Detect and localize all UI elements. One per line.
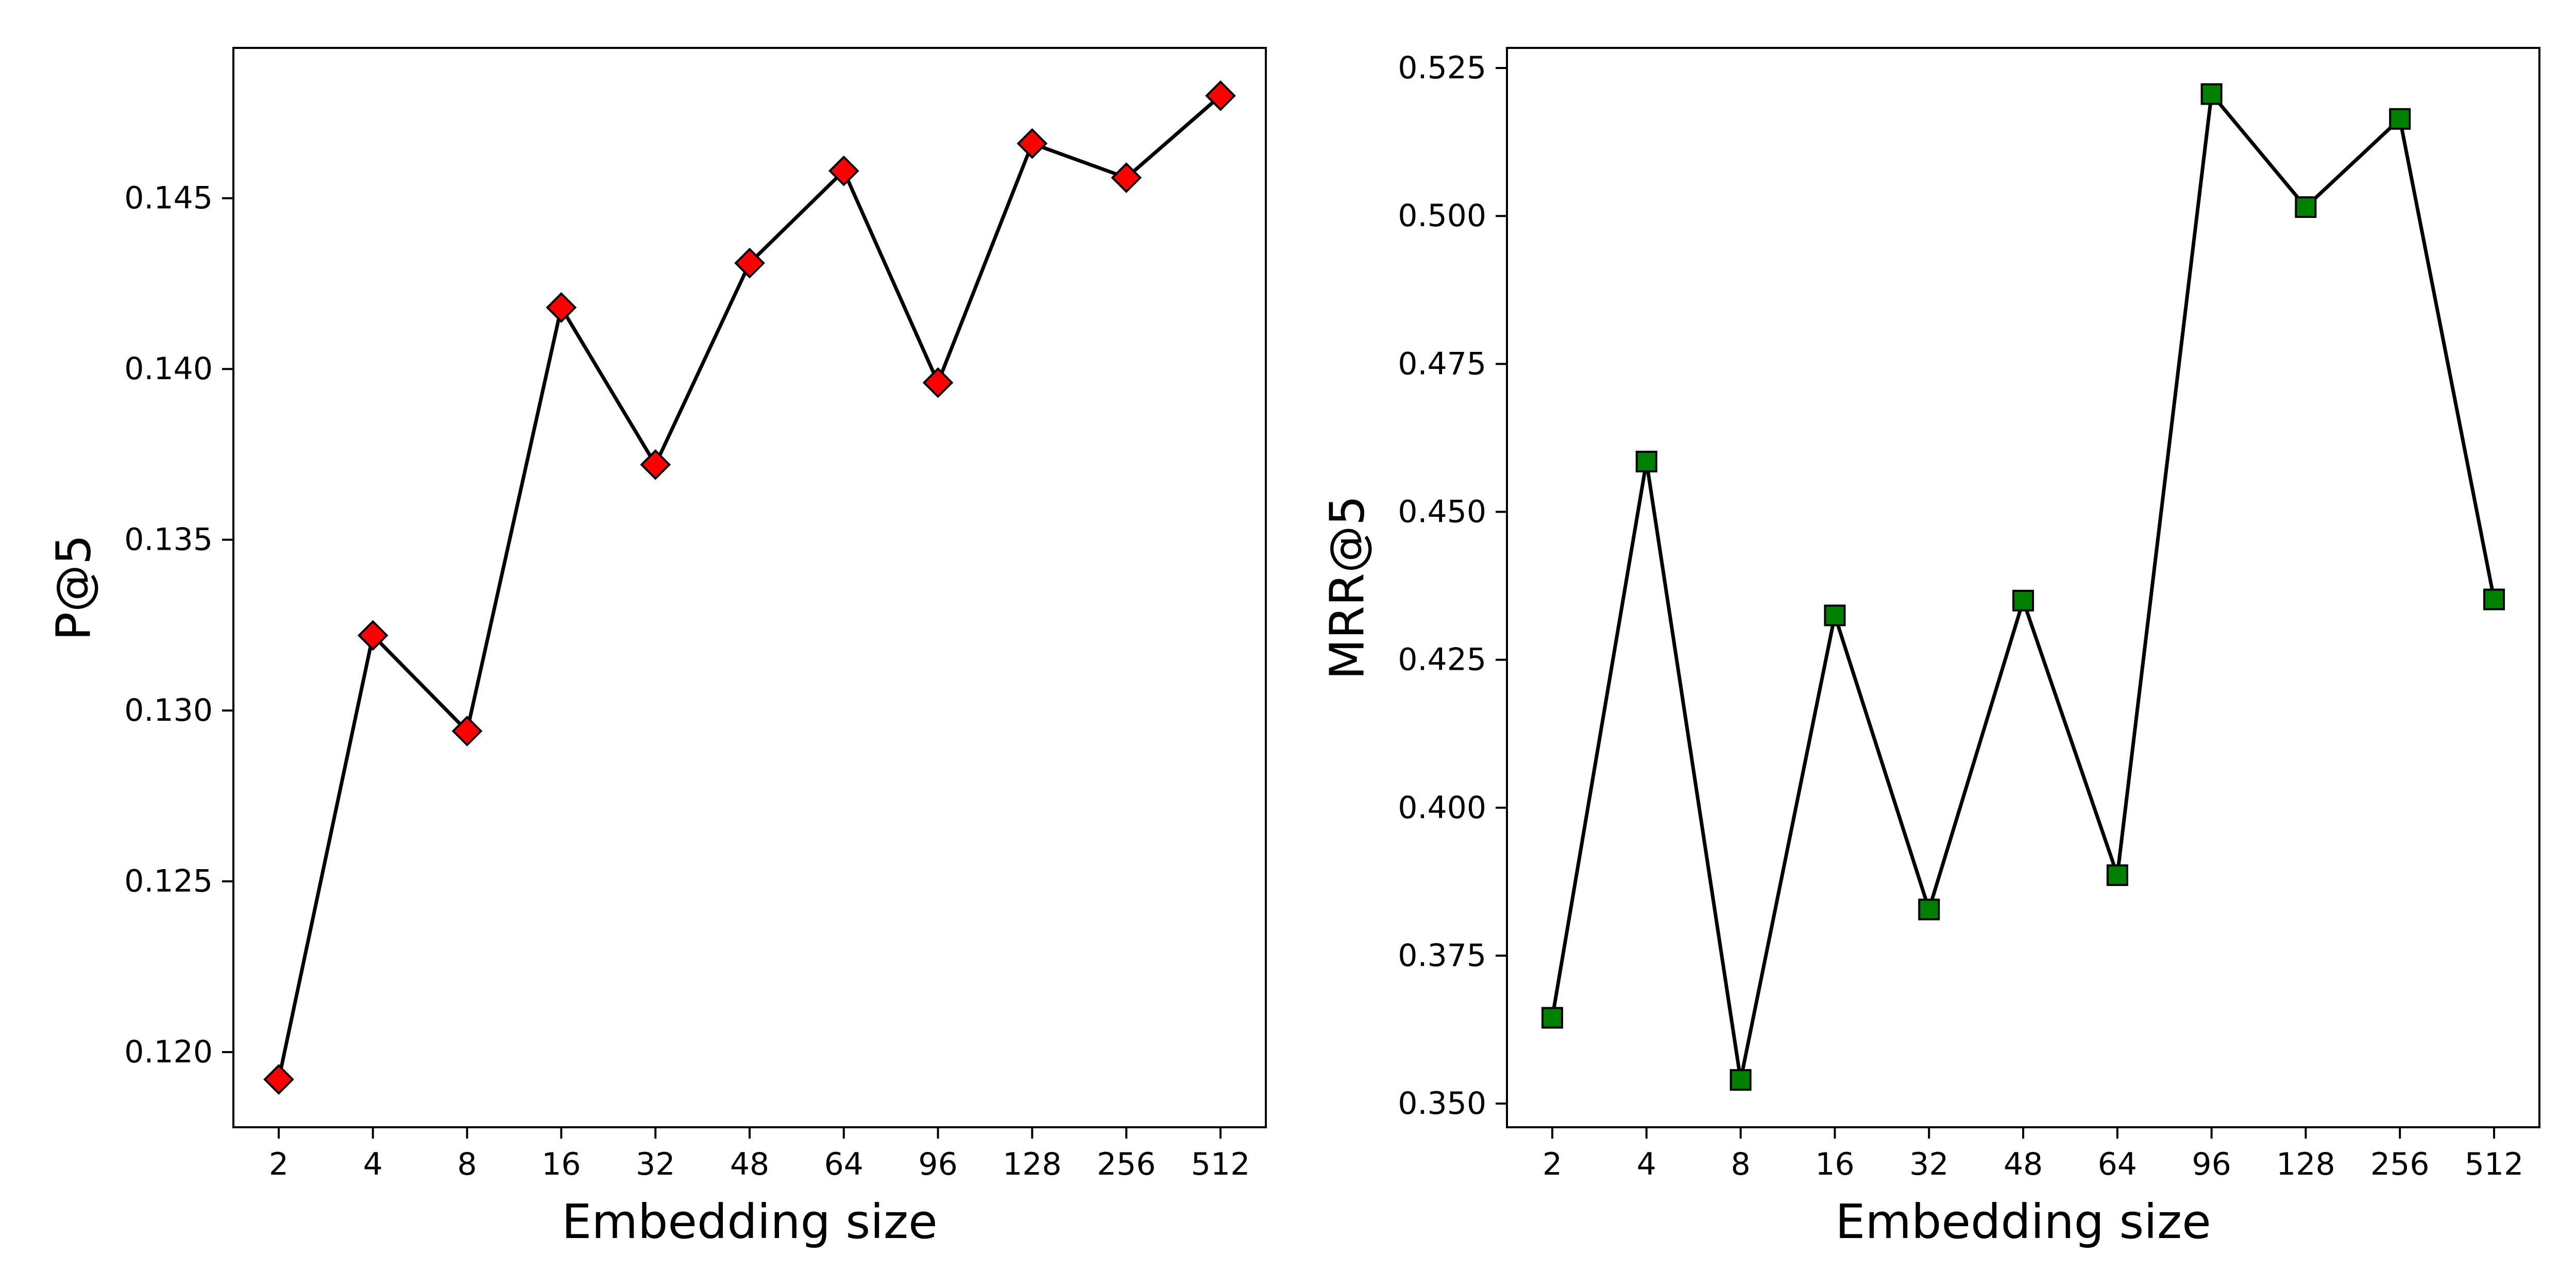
chart2-x-axis-label: Embedding size xyxy=(1835,1194,2211,1249)
chart2-axes-frame xyxy=(1506,47,2540,1128)
chart2: 0.350 0.375 0.400 0.425 0.450 0.475 0.500 0.525… xyxy=(1320,47,2540,1249)
chart2-y-tick-label: 0.350 xyxy=(1398,1086,1486,1122)
chart1-point-4 xyxy=(357,620,388,651)
chart2-x-tick-label: 4 xyxy=(1637,1146,1656,1182)
chart2-x-tick-label: 16 xyxy=(1815,1146,1854,1182)
chart1-x-tick-label: 512 xyxy=(1191,1146,1250,1182)
chart2-x-tick-label: 32 xyxy=(1909,1146,1948,1182)
chart1-point-32 xyxy=(640,449,671,480)
chart2-x-tick-label: 128 xyxy=(2276,1146,2335,1182)
chart2-point-256 xyxy=(2389,108,2411,130)
chart1-x-tick-label: 2 xyxy=(269,1146,289,1182)
chart2-y-tick-label: 0.500 xyxy=(1398,198,1486,234)
chart2-x-tick-label: 256 xyxy=(2370,1146,2430,1182)
chart2-y-tick-label: 0.425 xyxy=(1398,642,1486,678)
chart1-y-tick-label: 0.135 xyxy=(124,522,213,558)
chart1-x-tick-label: 96 xyxy=(918,1146,957,1182)
chart1-point-256 xyxy=(1111,162,1142,193)
chart2-y-tick-label: 0.400 xyxy=(1398,790,1486,826)
chart1-y-tick-label: 0.120 xyxy=(124,1034,213,1070)
chart2-point-4 xyxy=(1635,450,1657,472)
chart1-x-tick-label: 256 xyxy=(1097,1146,1156,1182)
chart1-series-line xyxy=(277,94,1222,1080)
chart2-point-128 xyxy=(2295,196,2317,218)
chart1-x-tick-label: 48 xyxy=(730,1146,769,1182)
chart1-y-tick-label: 0.125 xyxy=(124,863,213,900)
chart2-point-8 xyxy=(1730,1069,1752,1091)
chart1-y-tick-label: 0.145 xyxy=(124,180,213,216)
chart1-x-tick-label: 64 xyxy=(824,1146,863,1182)
chart1-x-tick-label: 16 xyxy=(541,1146,581,1182)
chart1-axes-frame xyxy=(232,47,1267,1128)
chart1-point-128 xyxy=(1016,128,1048,159)
chart1-point-16 xyxy=(546,292,577,323)
chart2-x-tick-label: 64 xyxy=(2098,1146,2137,1182)
chart1-x-tick-label: 128 xyxy=(1003,1146,1062,1182)
chart2-x-tick-label: 48 xyxy=(2004,1146,2043,1182)
chart1-y-tick-label: 0.130 xyxy=(124,692,213,728)
chart1-point-8 xyxy=(451,716,483,747)
chart1-y-tick-label: 0.140 xyxy=(124,351,213,387)
chart2-y-tick-label: 0.375 xyxy=(1398,938,1486,974)
chart1-x-axis-label: Embedding size xyxy=(562,1194,937,1249)
chart2-point-2 xyxy=(1541,1007,1563,1029)
chart1-point-96 xyxy=(922,367,954,398)
chart2-point-48 xyxy=(2012,589,2034,612)
chart1-point-48 xyxy=(734,247,765,279)
chart1-x-tick-label: 8 xyxy=(457,1146,477,1182)
chart2-y-tick-label: 0.525 xyxy=(1398,50,1486,86)
chart2-y-tick-label: 0.450 xyxy=(1398,494,1486,530)
chart1-x-tick-label: 32 xyxy=(636,1146,675,1182)
chart2-y-axis-label: MRR@5 xyxy=(1320,496,1375,680)
chart1-point-64 xyxy=(828,155,859,187)
chart1-y-axis-label: P@5 xyxy=(46,534,101,640)
chart2-y-tick-label: 0.475 xyxy=(1398,346,1486,382)
chart2-point-32 xyxy=(1918,899,1940,921)
chart2-x-tick-label: 96 xyxy=(2192,1146,2231,1182)
chart2-series-line xyxy=(1550,92,2496,1082)
chart2-point-64 xyxy=(2106,864,2128,886)
chart1-point-512 xyxy=(1205,80,1236,111)
chart2-point-96 xyxy=(2200,83,2223,105)
chart2-x-tick-label: 2 xyxy=(1543,1146,1562,1182)
chart1-x-tick-label: 4 xyxy=(363,1146,383,1182)
chart2-point-16 xyxy=(1824,604,1846,626)
chart2-point-512 xyxy=(2483,588,2505,611)
chart2-x-tick-label: 8 xyxy=(1731,1146,1751,1182)
chart2-x-tick-label: 512 xyxy=(2465,1146,2524,1182)
chart1-point-2 xyxy=(263,1064,294,1095)
